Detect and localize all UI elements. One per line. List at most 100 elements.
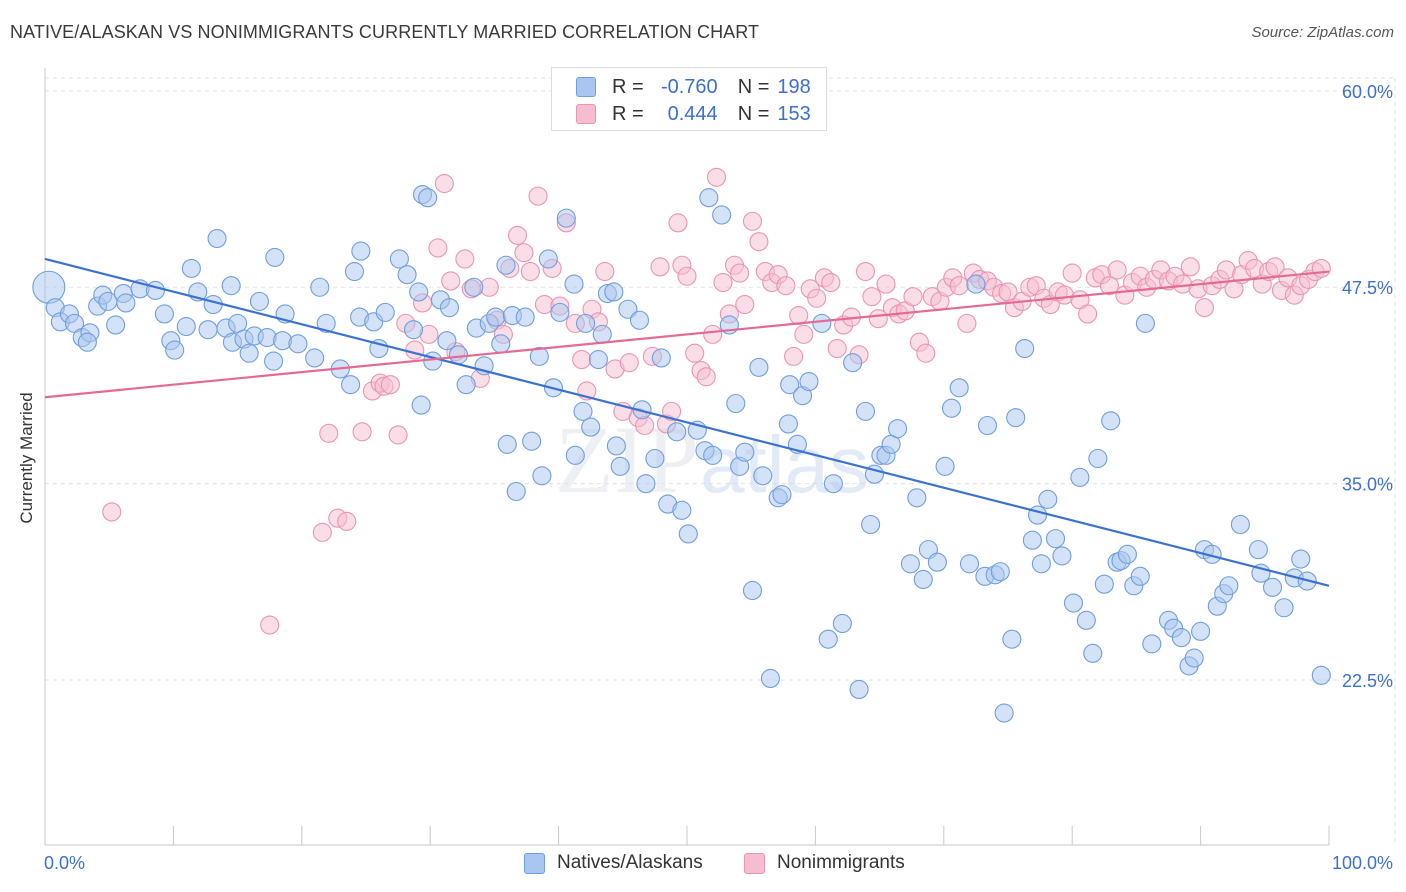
- native-point: [1135, 313, 1155, 333]
- native-point: [403, 320, 424, 340]
- native-point: [176, 316, 196, 337]
- native-point: [423, 351, 443, 371]
- native-point: [1015, 338, 1035, 359]
- native-point: [651, 348, 671, 368]
- y-tick-label: 35.0%: [1342, 475, 1393, 495]
- native-point: [288, 334, 308, 354]
- nonimmigrant-point: [730, 263, 750, 283]
- y-tick-label: 22.5%: [1342, 671, 1393, 691]
- nonimmigrant-point: [1311, 258, 1331, 278]
- nonimmigrant-point: [903, 287, 923, 307]
- native-point: [861, 514, 881, 535]
- native-point: [1088, 448, 1108, 469]
- native-point: [855, 401, 876, 421]
- nonimmigrant-point: [619, 353, 639, 373]
- native-point: [32, 270, 66, 304]
- native-point: [515, 307, 535, 327]
- native-point: [389, 249, 409, 269]
- native-point: [564, 274, 584, 294]
- native-point: [576, 313, 596, 333]
- legend-label: Nonimmigrants: [777, 852, 905, 873]
- native-point: [165, 340, 185, 360]
- nonimmigrant-point: [713, 272, 733, 293]
- native-point: [1291, 549, 1311, 569]
- native-point: [812, 313, 832, 333]
- native-point: [145, 280, 165, 300]
- nonimmigrant-point: [916, 343, 936, 363]
- native-point: [1052, 546, 1072, 566]
- native-points: [32, 184, 1331, 723]
- native-point: [667, 422, 687, 442]
- native-point: [1142, 634, 1162, 654]
- native-point: [464, 277, 484, 297]
- native-point: [409, 282, 429, 302]
- native-point: [610, 456, 630, 476]
- native-point: [77, 332, 97, 352]
- legend-row-nonimmigrants: R = 0.444 N = 153: [576, 101, 813, 127]
- native-point: [1038, 489, 1058, 509]
- native-point: [818, 629, 838, 649]
- nonimmigrant-point: [455, 249, 475, 269]
- native-point: [550, 302, 570, 322]
- native-point: [832, 613, 852, 634]
- native-point: [1311, 665, 1331, 685]
- nonimmigrant-point: [319, 423, 339, 443]
- native-point: [437, 331, 457, 351]
- nonimmigrant-point: [1194, 298, 1215, 318]
- native-point: [316, 313, 336, 333]
- native-point: [239, 343, 259, 363]
- y-tick-label: 60.0%: [1342, 82, 1393, 102]
- native-point: [1002, 629, 1022, 649]
- native-point: [1117, 544, 1137, 564]
- native-point: [221, 276, 241, 296]
- nonimmigrant-point: [735, 294, 755, 315]
- nonimmigrant-point: [876, 274, 896, 294]
- native-point: [672, 500, 692, 520]
- native-point: [344, 261, 364, 282]
- nonimmigrant-point: [827, 338, 847, 359]
- native-point: [1076, 610, 1096, 630]
- native-point: [1094, 574, 1114, 594]
- native-point: [491, 334, 511, 354]
- nonimmigrant-point: [776, 276, 796, 296]
- n-value: 198: [777, 75, 811, 98]
- native-point: [573, 401, 593, 421]
- native-point: [1191, 621, 1211, 641]
- nonimmigrant-point: [428, 238, 448, 258]
- native-point: [556, 208, 576, 228]
- native-point: [678, 524, 698, 544]
- native-point: [532, 466, 552, 486]
- native-point: [181, 258, 201, 278]
- native-point: [778, 414, 798, 434]
- nonimmigrant-point: [380, 375, 400, 395]
- native-point: [799, 371, 819, 392]
- native-point: [749, 357, 769, 377]
- native-point: [1101, 411, 1121, 431]
- native-point: [341, 375, 361, 395]
- native-point: [780, 375, 800, 395]
- native-point: [823, 474, 843, 494]
- native-point: [636, 474, 656, 494]
- nonimmigrant-point: [337, 511, 357, 531]
- r-label: R =: [612, 102, 644, 125]
- legend-row-natives: R = -0.760 N = 198: [576, 74, 813, 100]
- native-point: [726, 393, 746, 414]
- native-point: [310, 277, 330, 297]
- native-point: [977, 415, 998, 436]
- native-point: [497, 434, 517, 454]
- nonimmigrant-point: [706, 167, 727, 187]
- nonimmigrant-point: [405, 340, 425, 360]
- native-point: [1027, 505, 1048, 525]
- nonimmigrant-point: [352, 422, 372, 442]
- x-tick-labels: 0.0% 100.0%: [44, 853, 1393, 873]
- native-point: [1070, 467, 1090, 487]
- legend-item-natives[interactable]: Natives/Alaskans: [524, 852, 703, 874]
- nonimmigrant-point: [520, 261, 540, 282]
- legend-item-nonimmigrants[interactable]: Nonimmigrants: [744, 852, 905, 874]
- nonimmigrant-point: [668, 213, 688, 233]
- x-tick-label: 100.0%: [1332, 853, 1393, 873]
- native-point: [496, 255, 516, 275]
- nonimmigrant-point: [312, 522, 332, 542]
- native-point: [949, 378, 969, 398]
